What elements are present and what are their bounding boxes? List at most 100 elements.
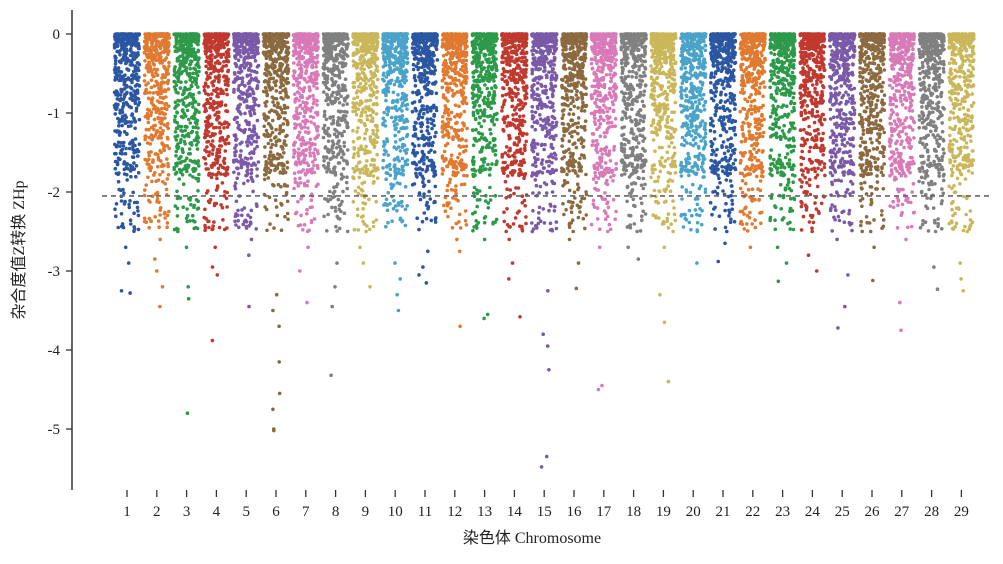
- data-point: [162, 123, 167, 127]
- data-point: [390, 106, 395, 110]
- data-point: [276, 101, 280, 105]
- data-point: [114, 89, 119, 93]
- data-point: [144, 220, 149, 224]
- data-point: [327, 87, 331, 92]
- data-point: [352, 176, 356, 180]
- data-point: [361, 261, 366, 265]
- data-point: [215, 110, 219, 115]
- data-point: [355, 130, 359, 134]
- data-point: [187, 62, 192, 67]
- data-point: [245, 104, 249, 108]
- data-point: [334, 146, 339, 150]
- data-point: [238, 71, 242, 75]
- data-point: [164, 187, 169, 192]
- data-point: [186, 117, 191, 122]
- data-point: [404, 50, 409, 54]
- data-point: [129, 49, 133, 53]
- data-point: [316, 133, 321, 137]
- data-point: [277, 55, 282, 59]
- data-point: [322, 109, 327, 114]
- data-point: [307, 79, 312, 83]
- data-point: [308, 88, 312, 93]
- data-point: [356, 107, 361, 111]
- data-point: [351, 166, 356, 171]
- data-point: [398, 216, 403, 221]
- data-point: [312, 163, 316, 168]
- data-point: [235, 52, 240, 56]
- data-point: [274, 89, 279, 93]
- data-point: [113, 55, 118, 60]
- data-point: [116, 225, 120, 230]
- data-point: [286, 32, 291, 36]
- data-point: [236, 109, 241, 113]
- data-point: [249, 156, 253, 160]
- data-point: [342, 144, 347, 149]
- data-point: [301, 139, 306, 143]
- data-point: [335, 43, 340, 48]
- data-point: [302, 114, 306, 119]
- data-point: [382, 36, 386, 40]
- data-point: [395, 59, 400, 63]
- data-point: [191, 125, 196, 129]
- data-point: [181, 108, 185, 112]
- data-point: [121, 144, 126, 148]
- data-point: [117, 120, 121, 124]
- data-point: [145, 162, 149, 166]
- data-point: [398, 32, 402, 36]
- data-point: [222, 121, 227, 126]
- data-point: [293, 180, 298, 185]
- data-point: [389, 115, 394, 120]
- data-point: [264, 128, 269, 133]
- data-point: [370, 42, 374, 46]
- data-point: [224, 196, 229, 201]
- data-point: [234, 212, 238, 216]
- data-point: [334, 224, 338, 229]
- data-point: [153, 123, 157, 128]
- data-point: [388, 167, 393, 172]
- data-point: [251, 33, 255, 37]
- data-point: [135, 91, 139, 95]
- data-point: [252, 108, 256, 113]
- data-point: [322, 67, 327, 71]
- data-point: [314, 184, 319, 188]
- data-point: [303, 51, 307, 55]
- data-point: [119, 148, 124, 153]
- data-point: [135, 54, 139, 58]
- data-point: [207, 55, 212, 59]
- data-point: [240, 213, 244, 218]
- data-point: [402, 143, 407, 148]
- data-point: [369, 36, 373, 41]
- data-point: [299, 142, 304, 146]
- data-point: [293, 211, 298, 216]
- data-point: [403, 103, 408, 108]
- data-point: [328, 157, 333, 161]
- data-point: [270, 154, 274, 158]
- data-point: [125, 162, 130, 166]
- data-point: [278, 75, 282, 79]
- data-point: [279, 80, 283, 84]
- data-point: [275, 213, 280, 218]
- data-point: [382, 152, 386, 157]
- data-point: [123, 245, 128, 250]
- data-point: [166, 104, 171, 108]
- data-point: [113, 75, 118, 79]
- data-point: [166, 78, 171, 83]
- data-point: [152, 117, 157, 122]
- data-point: [426, 120, 430, 125]
- data-point: [353, 60, 357, 65]
- data-point: [314, 77, 319, 81]
- data-point: [383, 91, 388, 96]
- data-point: [175, 134, 180, 138]
- data-point: [188, 219, 192, 223]
- data-point: [216, 59, 220, 63]
- data-point: [358, 245, 362, 250]
- data-point: [386, 72, 391, 77]
- data-point: [335, 261, 339, 265]
- data-point: [340, 83, 345, 87]
- data-point: [236, 58, 241, 62]
- data-point: [403, 159, 408, 164]
- data-point: [154, 152, 159, 156]
- data-point: [160, 110, 164, 115]
- data-point: [327, 133, 332, 138]
- data-point: [345, 175, 349, 179]
